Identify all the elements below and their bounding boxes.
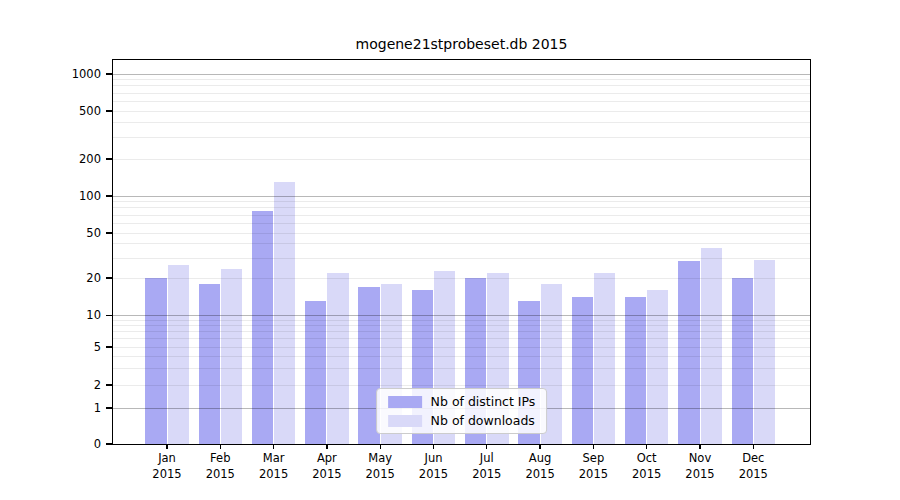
x-tick-mark [166,444,167,449]
y-tick-mark [106,232,112,233]
bar-nov-distinct-ips [678,261,699,444]
y-tick-label: 1000 [31,67,101,82]
x-tick-label-jun: Jun 2015 [406,450,462,482]
bar-feb-downloads [221,269,242,444]
x-tick-label-mar: Mar 2015 [246,450,302,482]
bar-dec-downloads [754,260,775,444]
bar-feb-distinct-ips [199,284,220,444]
y-tick-mark [106,158,112,159]
legend-entry-distinct-ips: Nb of distinct IPs [388,394,536,409]
bar-dec-distinct-ips [732,278,753,444]
y-tick-mark [106,110,112,111]
bar-jan-downloads [168,265,189,444]
x-tick-mark [593,444,594,449]
bar-jan-distinct-ips [145,278,166,444]
y-tick-label: 200 [31,152,101,167]
legend-swatch-downloads [388,415,422,427]
x-tick-label-may: May 2015 [352,450,408,482]
x-tick-label-feb: Feb 2015 [192,450,248,482]
y-tick-mark [106,346,112,347]
y-tick-mark [106,407,112,408]
chart-title: mogene21stprobeset.db 2015 [113,36,810,52]
y-tick-mark [106,315,112,316]
x-tick-mark [486,444,487,449]
x-tick-label-dec: Dec 2015 [725,450,781,482]
chart-figure: mogene21stprobeset.db 2015 Nb of distinc… [0,0,900,500]
legend-label-distinct-ips: Nb of distinct IPs [431,394,536,409]
legend-entry-downloads: Nb of downloads [388,413,536,428]
y-tick-label: 0 [31,437,101,452]
x-tick-mark [433,444,434,449]
bar-sep-downloads [594,273,615,444]
y-tick-label: 500 [31,104,101,119]
bar-apr-distinct-ips [305,301,326,444]
y-tick-label: 5 [31,340,101,355]
x-tick-label-jan: Jan 2015 [139,450,195,482]
x-tick-label-aug: Aug 2015 [512,450,568,482]
bar-nov-downloads [701,248,722,444]
bar-sep-distinct-ips [572,297,593,444]
y-tick-label: 50 [31,226,101,241]
y-tick-label: 1 [31,401,101,416]
bar-oct-downloads [647,290,668,444]
y-tick-mark [106,277,112,278]
legend-swatch-distinct-ips [388,396,422,408]
x-tick-label-jul: Jul 2015 [459,450,515,482]
x-tick-mark [220,444,221,449]
bar-apr-downloads [327,273,348,444]
x-tick-label-sep: Sep 2015 [565,450,621,482]
x-tick-mark [753,444,754,449]
y-tick-label: 100 [31,189,101,204]
bar-mar-downloads [274,182,295,444]
bar-oct-distinct-ips [625,297,646,444]
x-tick-label-oct: Oct 2015 [619,450,675,482]
y-tick-mark [106,443,112,444]
x-tick-mark [273,444,274,449]
x-tick-mark [539,444,540,449]
x-tick-mark [380,444,381,449]
legend: Nb of distinct IPs Nb of downloads [376,388,548,434]
x-tick-mark [699,444,700,449]
y-tick-label: 2 [31,378,101,393]
y-tick-mark [106,73,112,74]
y-tick-mark [106,384,112,385]
x-tick-label-nov: Nov 2015 [672,450,728,482]
bar-layer [113,60,810,444]
x-tick-mark [326,444,327,449]
bar-mar-distinct-ips [252,211,273,444]
x-tick-mark [646,444,647,449]
y-tick-label: 10 [31,308,101,323]
legend-label-downloads: Nb of downloads [431,413,535,428]
y-tick-mark [106,195,112,196]
y-tick-label: 20 [31,271,101,286]
plot-area: Nb of distinct IPs Nb of downloads [113,60,810,444]
x-tick-label-apr: Apr 2015 [299,450,355,482]
